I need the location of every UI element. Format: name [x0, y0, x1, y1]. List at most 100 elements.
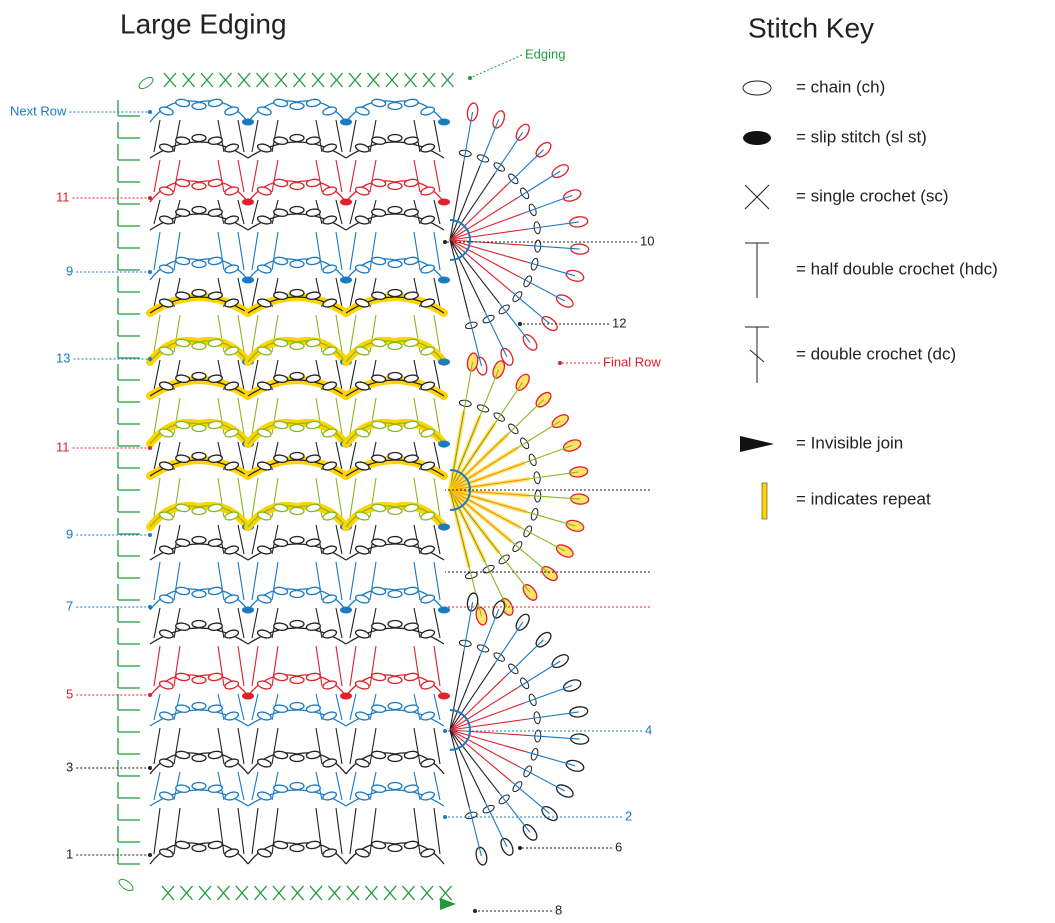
repeat-highlight: [449, 476, 530, 492]
fan-post: [517, 170, 561, 199]
fan-post: [529, 495, 580, 500]
dc-post: [369, 561, 377, 601]
fan-post: [449, 165, 481, 241]
dc-post: [335, 231, 343, 271]
chain: [403, 704, 419, 713]
chain: [191, 423, 207, 433]
dc-post: [433, 199, 441, 225]
chain: [305, 538, 321, 547]
annotation: Final Row: [603, 354, 661, 369]
chain: [207, 338, 223, 348]
chain: [289, 753, 305, 763]
sc: [348, 72, 362, 88]
dc-post: [433, 359, 441, 391]
dc-post: [413, 561, 421, 601]
chain: [371, 538, 387, 547]
chain: [322, 215, 338, 225]
fan-arc: [449, 219, 471, 261]
sc: [161, 885, 175, 901]
dc-post: [315, 159, 323, 193]
chain: [158, 594, 174, 604]
sc: [198, 885, 212, 901]
chain: [322, 143, 338, 153]
sc: [402, 885, 415, 901]
dc-post: [335, 693, 343, 721]
chain: [289, 675, 305, 685]
dc-post: [217, 607, 225, 639]
dc-post: [251, 807, 259, 855]
labels: Edging Next Row 11 9 13 11 9 7 5 3 1 10 12 Final Row 4…: [10, 46, 998, 917]
dc-post: [251, 561, 259, 601]
chain: [403, 672, 419, 682]
chain: [256, 461, 272, 471]
annotation: Next Row: [10, 103, 67, 118]
chain: [354, 711, 370, 721]
leader-tip: [558, 361, 562, 365]
slip-stitch: [438, 276, 450, 284]
fan-post: [468, 567, 482, 617]
dc-post: [173, 807, 181, 855]
dc-post: [153, 693, 161, 721]
dc-post: [153, 199, 161, 225]
dc-post: [433, 561, 441, 601]
chain: [224, 264, 240, 274]
chain: [175, 178, 191, 188]
fan-post: [529, 711, 579, 720]
stitch-art: [117, 72, 590, 910]
chain: [403, 503, 419, 513]
chain: [420, 186, 436, 196]
annotation: 11: [56, 439, 70, 454]
dc-post: [335, 119, 343, 153]
chain: [420, 545, 436, 555]
dc-post: [335, 397, 343, 435]
chain: [224, 298, 240, 308]
leader-tip: [148, 853, 152, 857]
leader-tip: [518, 846, 522, 850]
dc-post: [433, 607, 441, 639]
chain: [354, 381, 370, 391]
chain: [158, 461, 174, 471]
slip-stitch: [438, 606, 450, 614]
fan-post: [449, 729, 470, 808]
chain: [322, 791, 338, 801]
dc-post: [251, 277, 259, 308]
slip-stitch: [438, 118, 450, 126]
dc-post: [433, 119, 441, 153]
fan-post: [498, 552, 531, 593]
dc-post: [153, 477, 161, 518]
chain: [322, 594, 338, 604]
chain: [289, 423, 305, 433]
chain: [191, 288, 207, 298]
sc: [346, 885, 360, 901]
fan-post: [507, 149, 544, 185]
repeat-highlight: [448, 489, 472, 569]
chain: [289, 341, 305, 351]
repeat-highlight: [448, 445, 519, 492]
sc: [254, 885, 267, 901]
chain: [224, 594, 240, 604]
chain: [224, 215, 240, 225]
annotation: 7: [66, 598, 73, 613]
chain: [371, 136, 387, 145]
chain: [322, 106, 338, 116]
chain: [191, 205, 207, 215]
dc-post: [237, 359, 245, 391]
fan-post: [494, 621, 524, 664]
chain: [403, 840, 419, 850]
key-repeat: [761, 482, 768, 520]
chain: [224, 758, 240, 768]
chain: [371, 750, 387, 760]
dc-post: [153, 231, 161, 271]
fan-post: [449, 687, 519, 731]
dc-post: [335, 645, 343, 687]
dc-post: [173, 119, 181, 153]
chain: [256, 428, 272, 438]
chain: [305, 784, 321, 793]
fan-post: [524, 685, 573, 704]
slip-stitch: [438, 692, 450, 700]
chain: [207, 538, 223, 547]
chain: [191, 101, 207, 111]
chain: [403, 420, 419, 430]
chain: [224, 106, 240, 116]
